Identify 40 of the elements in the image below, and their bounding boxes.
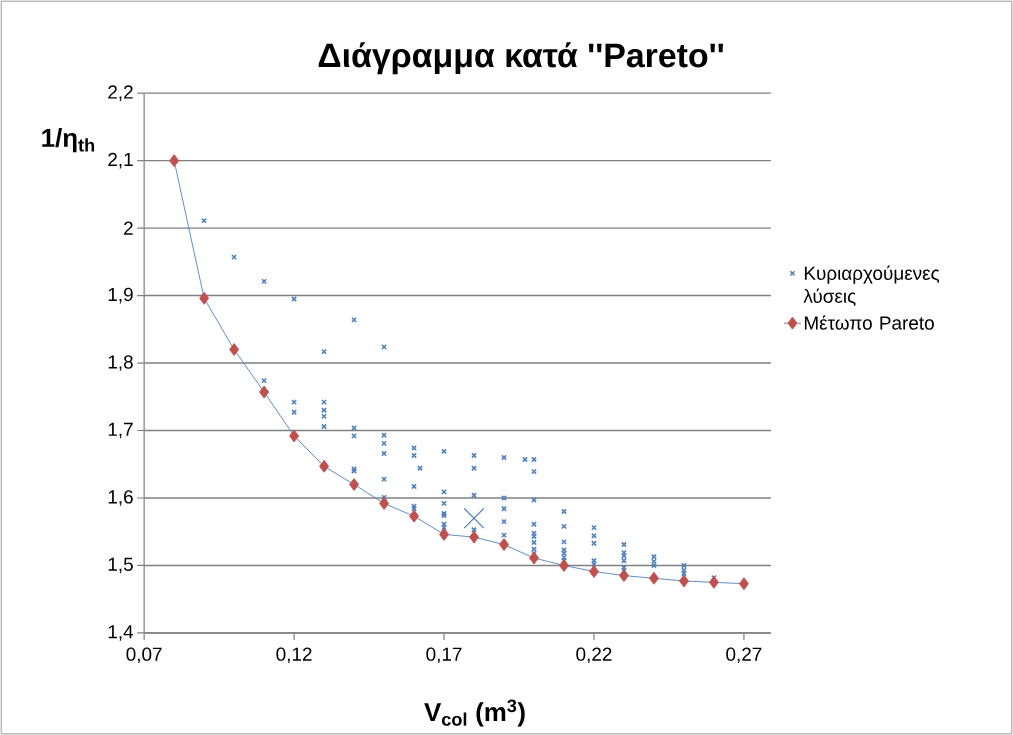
y-tick-label: 1,4 [108, 625, 134, 641]
y-tick-label: 2,1 [108, 152, 133, 169]
y-tick-label: 1,8 [108, 355, 133, 371]
legend-label: Κυριαρχούμενες λύσεις [803, 265, 940, 306]
y-tick-label: 2 [124, 221, 133, 235]
point [463, 507, 485, 529]
point [439, 527, 449, 541]
legend-label: Μέτωπο Pareto [804, 315, 934, 330]
point [529, 551, 539, 565]
point [379, 496, 390, 510]
chart-title: Διάγραμμα κατά ''Pareto'' [318, 42, 723, 75]
point [319, 459, 330, 473]
point [589, 565, 599, 578]
point [259, 385, 270, 399]
y-tick-label: 1,5 [108, 557, 133, 574]
point [738, 577, 749, 591]
point [708, 575, 719, 589]
y-tick-label: 2,2 [108, 85, 133, 101]
y-tick-label: 1,6 [108, 490, 133, 506]
point [409, 509, 419, 523]
x-tick-label: 0,22 [576, 647, 612, 664]
point [289, 429, 300, 443]
x-tick-label: 0,07 [126, 647, 162, 664]
y-tick-label: 1,9 [108, 287, 133, 304]
y-axis-title: 1/η$_{th}$ [42, 128, 95, 153]
point [469, 530, 479, 544]
point [678, 574, 689, 588]
y-tick-label: 1,7 [108, 422, 133, 439]
point [649, 571, 659, 585]
point [349, 478, 360, 491]
x-tick-label: 0,17 [426, 647, 462, 664]
x-tick-label: 0,27 [726, 647, 762, 664]
x-axis-title: V$_{col}$ (m$^{3}$) [424, 699, 525, 727]
x-tick-label: 0,12 [276, 647, 312, 664]
point [499, 538, 509, 551]
point [619, 569, 629, 582]
point [229, 343, 240, 356]
point [199, 291, 210, 305]
point [559, 558, 569, 572]
point [169, 154, 180, 168]
